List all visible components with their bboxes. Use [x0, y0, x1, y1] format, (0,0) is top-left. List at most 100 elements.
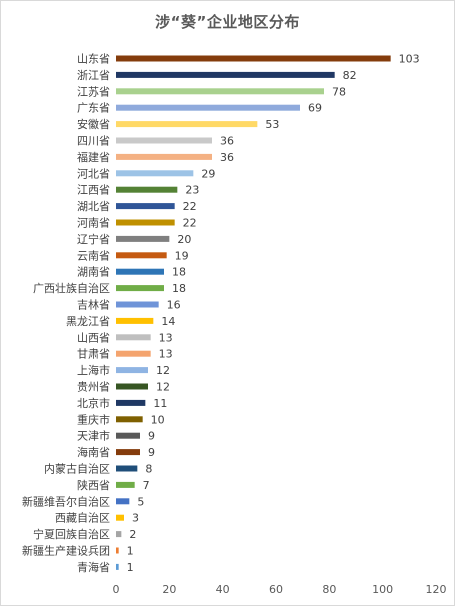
bar [116, 252, 167, 259]
bars-group [116, 55, 391, 570]
value-label: 10 [151, 413, 165, 426]
category-label: 江西省 [77, 184, 110, 197]
bar [116, 416, 143, 423]
category-label: 江苏省 [77, 85, 110, 98]
x-axis-ticks-group: 0 20 40 60 80 100 120 [113, 583, 447, 596]
bar [116, 71, 335, 78]
category-label: 辽宁省 [77, 232, 110, 246]
value-label: 36 [220, 151, 234, 164]
value-label: 13 [159, 331, 173, 344]
chart-title: 涉“葵”企业地区分布 [155, 13, 300, 31]
value-label: 9 [148, 446, 155, 459]
category-label: 四川省 [77, 135, 110, 148]
category-label: 福建省 [77, 150, 110, 164]
value-labels-group: 1038278695336362923222220191818161413131… [127, 53, 420, 574]
bar [116, 399, 146, 406]
bar [116, 350, 151, 357]
category-label: 湖北省 [77, 200, 110, 213]
category-label: 新疆维吾尔自治区 [22, 494, 110, 508]
value-label: 13 [159, 348, 173, 361]
category-label: 安徽省 [77, 117, 110, 131]
bar [116, 367, 148, 374]
x-tick-label: 120 [426, 583, 447, 596]
bar [116, 563, 119, 570]
category-label: 黑龙江省 [66, 315, 110, 328]
category-label: 浙江省 [77, 69, 110, 82]
category-label: 广西壮族自治区 [33, 281, 110, 295]
category-label: 陕西省 [77, 478, 110, 492]
x-tick-label: 20 [162, 583, 176, 596]
value-label: 20 [177, 233, 191, 246]
value-label: 19 [175, 249, 189, 262]
bar [116, 547, 119, 554]
value-label: 18 [172, 282, 186, 295]
bar [116, 317, 154, 324]
category-label: 北京市 [77, 396, 110, 410]
category-label: 天津市 [77, 429, 110, 443]
x-tick-label: 60 [269, 583, 283, 596]
category-label: 山东省 [77, 53, 110, 66]
value-label: 2 [129, 528, 136, 541]
value-label: 22 [183, 217, 197, 230]
value-label: 11 [153, 397, 167, 410]
bar [116, 235, 170, 242]
bar [116, 432, 140, 439]
category-label: 重庆市 [77, 412, 110, 426]
bar [116, 170, 194, 177]
value-label: 69 [308, 102, 322, 115]
value-label: 22 [183, 200, 197, 213]
bar [116, 88, 324, 95]
category-label: 广东省 [77, 102, 110, 115]
value-label: 8 [145, 463, 152, 476]
category-label: 青海省 [77, 560, 110, 574]
value-label: 12 [156, 381, 170, 394]
bar [116, 514, 124, 521]
category-label: 吉林省 [77, 298, 110, 312]
bar [116, 383, 148, 390]
category-label: 内蒙古自治区 [44, 462, 110, 476]
bar [116, 186, 178, 193]
bar [116, 301, 159, 308]
value-label: 103 [399, 53, 420, 66]
x-tick-label: 100 [372, 583, 393, 596]
bar [116, 449, 140, 456]
value-label: 82 [343, 69, 357, 82]
category-label: 湖南省 [77, 266, 110, 279]
bar [116, 104, 300, 111]
category-label: 云南省 [77, 249, 110, 262]
category-label: 山西省 [77, 331, 110, 344]
bar [116, 334, 151, 341]
value-label: 53 [265, 118, 279, 131]
value-label: 1 [127, 545, 134, 558]
value-label: 14 [161, 315, 175, 328]
x-tick-label: 0 [113, 583, 120, 596]
bar [116, 481, 135, 488]
bar [116, 55, 391, 62]
category-label: 海南省 [77, 445, 110, 459]
value-label: 12 [156, 364, 170, 377]
bar [116, 268, 164, 275]
bar [116, 137, 212, 144]
value-label: 9 [148, 430, 155, 443]
bar [116, 531, 122, 538]
value-label: 7 [143, 479, 150, 492]
value-label: 29 [201, 167, 215, 180]
category-label: 宁夏回族自治区 [33, 527, 110, 541]
category-label: 新疆生产建设兵团 [22, 544, 110, 558]
value-label: 18 [172, 266, 186, 279]
bar [116, 203, 175, 210]
value-label: 23 [185, 184, 199, 197]
x-tick-label: 40 [216, 583, 230, 596]
bar [116, 498, 130, 505]
value-label: 1 [127, 561, 134, 574]
category-label: 西藏自治区 [55, 511, 110, 525]
category-label: 上海市 [77, 363, 110, 377]
category-label: 河南省 [77, 217, 110, 230]
value-label: 5 [137, 495, 144, 508]
value-label: 3 [132, 512, 139, 525]
bar [116, 465, 138, 472]
bar [116, 285, 164, 292]
bar [116, 121, 258, 128]
